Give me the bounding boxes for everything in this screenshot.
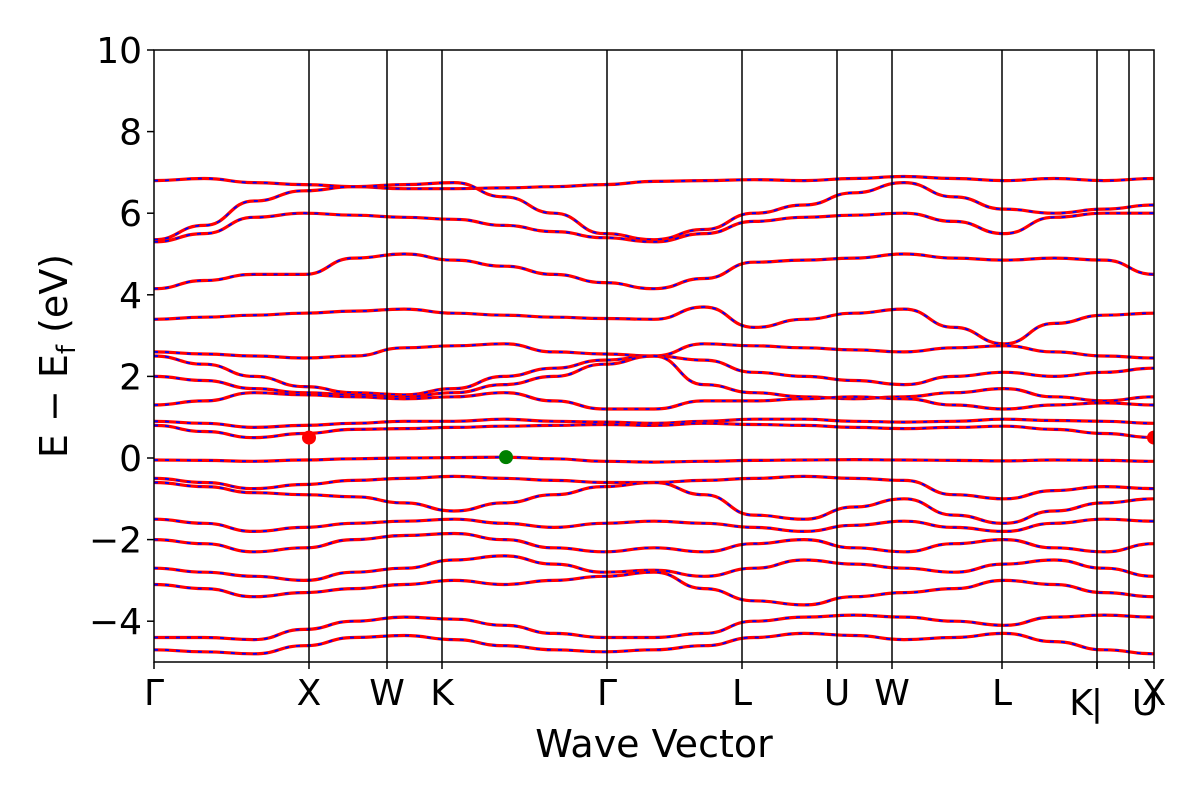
band-line-overlay-0 — [154, 175, 1154, 190]
band-line-18 — [154, 613, 1154, 642]
band-line-0 — [154, 174, 1154, 191]
band-line-overlay-16 — [154, 554, 1154, 582]
band-line-overlay-11 — [154, 456, 1154, 464]
y-axis-label-unit: (eV) — [32, 254, 76, 345]
y-tick-label: 0 — [119, 439, 142, 480]
x-tick-label: | — [1091, 683, 1103, 724]
band-line-overlay-4 — [154, 306, 1154, 345]
band-line-overlay-9 — [154, 418, 1154, 429]
band-line-2 — [154, 211, 1154, 244]
band-line-4 — [154, 305, 1154, 346]
y-tick-label: 10 — [96, 31, 142, 72]
band-line-13 — [154, 480, 1154, 525]
band-line-8 — [154, 391, 1154, 411]
x-tick-label: K — [430, 673, 455, 714]
cbm-point-1 — [1147, 430, 1154, 445]
y-tick-label: 2 — [119, 357, 142, 398]
y-axis-label-main: E − E — [32, 354, 76, 458]
y-tick-label: −4 — [89, 602, 142, 643]
bands-layer — [154, 174, 1154, 656]
x-tick-label: L — [732, 673, 752, 714]
cbm-point-0 — [302, 430, 316, 445]
y-tick-label: 8 — [119, 113, 142, 154]
kpoint-lines — [308, 50, 1130, 662]
band-line-overlay-8 — [154, 391, 1154, 410]
vbm-point-2 — [499, 450, 513, 465]
x-tick-label: X — [297, 673, 322, 714]
band-line-overlay-18 — [154, 614, 1154, 641]
x-tick-label: X — [1142, 673, 1167, 714]
band-line-overlay-12 — [154, 475, 1154, 500]
x-tick-label: W — [874, 673, 910, 714]
band-line-overlay-19 — [154, 632, 1154, 655]
x-tick-label: U — [1132, 683, 1158, 724]
special-points-layer — [302, 430, 1154, 465]
x-tick-label: Γ — [597, 673, 617, 714]
x-tick-label: W — [369, 673, 405, 714]
band-line-overlay-10 — [154, 422, 1154, 439]
x-tick-label: Γ — [144, 673, 164, 714]
y-tick-label: 6 — [119, 194, 142, 235]
x-axis-label: Wave Vector — [535, 722, 773, 766]
band-line-overlay-15 — [154, 532, 1154, 553]
band-line-17 — [154, 570, 1154, 607]
band-line-3 — [154, 252, 1154, 291]
x-tick-label: U — [824, 673, 850, 714]
band-line-overlay-17 — [154, 571, 1154, 606]
band-line-15 — [154, 531, 1154, 554]
band-line-overlay-1 — [154, 181, 1154, 241]
band-line-1 — [154, 180, 1154, 242]
band-line-overlay-14 — [154, 518, 1154, 533]
y-tick-label: −2 — [89, 521, 142, 562]
band-line-overlay-2 — [154, 212, 1154, 243]
band-line-overlay-7 — [154, 355, 1154, 402]
band-line-16 — [154, 554, 1154, 583]
y-axis-label-subscript: f — [52, 344, 82, 354]
x-axis: Γ X W K Γ L U W L K| UX — [144, 662, 1166, 724]
x-tick-label: L — [992, 673, 1012, 714]
y-tick-label: 4 — [119, 276, 142, 317]
band-line-overlay-5 — [154, 342, 1154, 359]
y-axis: −4 −2 0 2 4 6 8 10 — [89, 31, 154, 643]
band-line-overlay-3 — [154, 253, 1154, 290]
plot-frame — [153, 49, 1155, 663]
band-line-14 — [154, 517, 1154, 534]
y-axis-label: E − Ef (eV) — [32, 254, 82, 458]
band-line-overlay-13 — [154, 481, 1154, 525]
x-tick-label: K — [1069, 683, 1094, 724]
